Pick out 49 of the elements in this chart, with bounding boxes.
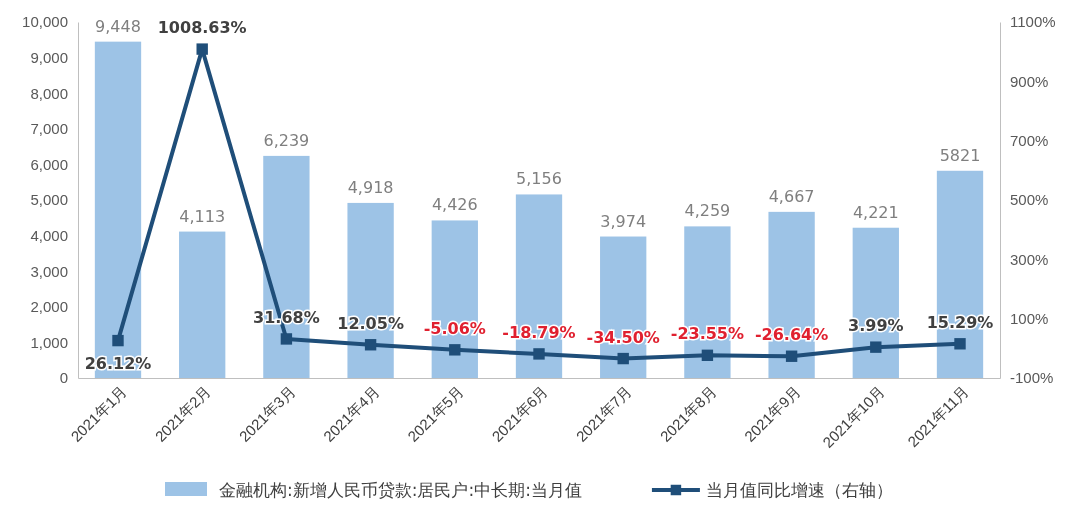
y-tick-label: 7,000	[30, 120, 68, 138]
y-tick-label: 4,000	[30, 226, 68, 244]
data-label: 5,156	[516, 169, 562, 189]
point	[364, 339, 377, 351]
data-label: 1008.63%	[157, 18, 247, 38]
y-tick-label: 0	[59, 369, 68, 387]
y2-tick-label: 500%	[1010, 191, 1049, 209]
point	[954, 338, 966, 350]
data-label: 4,221	[852, 202, 899, 222]
bar	[179, 231, 226, 378]
point	[617, 352, 629, 365]
data-label: 5821	[939, 145, 981, 165]
point	[533, 348, 545, 360]
y2-tick-label: 300%	[1010, 250, 1049, 268]
data-label: 3,974	[600, 211, 647, 231]
y-tick-label: 3,000	[30, 262, 68, 280]
data-label: 4,667	[768, 186, 815, 206]
data-label: 4,259	[684, 201, 731, 221]
data-label: -18.79%	[502, 322, 576, 342]
data-label: 4,426	[431, 195, 478, 215]
point	[280, 333, 293, 345]
point	[701, 349, 714, 362]
data-label: 4,918	[347, 177, 394, 197]
legend-label: 金融机构:新增人民币贷款:居民户:中长期:当月值	[219, 480, 582, 500]
y2-tick-label: 100%	[1010, 309, 1049, 327]
point	[785, 350, 798, 362]
y2-tick-label: 900%	[1010, 72, 1049, 90]
y2-tick-label: -100%	[1010, 369, 1054, 387]
point	[449, 344, 461, 356]
data-label: 9,448	[95, 16, 141, 36]
point	[870, 341, 882, 353]
point	[112, 334, 124, 347]
point	[196, 43, 208, 55]
y-tick-label: 5,000	[30, 191, 68, 209]
y-tick-label: 2,000	[30, 298, 68, 316]
data-label: -26.64%	[754, 325, 829, 345]
y-tick-label: 8,000	[30, 84, 68, 102]
y2-tick-label: 700%	[1010, 131, 1049, 149]
y-tick-label: 1,000	[30, 333, 68, 351]
data-label: 6,239	[263, 130, 310, 150]
y-tick-label: 6,000	[30, 155, 68, 173]
data-label: -34.50%	[586, 327, 660, 347]
y-tick-label: 10,000	[22, 13, 68, 31]
y2-tick-label: 1100%	[1010, 13, 1056, 31]
data-label: 4,113	[179, 206, 226, 226]
y-tick-label: 9,000	[30, 48, 68, 66]
data-label: -5.06%	[423, 318, 486, 338]
data-label: -23.55%	[670, 324, 745, 344]
legend-label: 当月值同比增速（右轴）	[705, 480, 893, 500]
